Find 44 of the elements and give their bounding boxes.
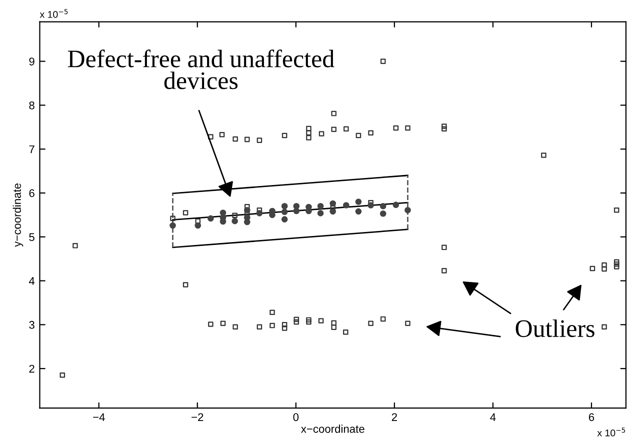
point bbox=[170, 222, 176, 229]
y-tick-label: 2 bbox=[29, 364, 34, 373]
y-tick-label: 3 bbox=[29, 320, 34, 329]
y-tick-label: 6 bbox=[29, 189, 34, 198]
y-tick-label: 7 bbox=[29, 145, 34, 154]
y-tick-label: 5 bbox=[29, 233, 34, 242]
point bbox=[404, 206, 411, 214]
x-axis-title: x−coordinate bbox=[301, 424, 364, 433]
point bbox=[281, 203, 288, 210]
point bbox=[232, 218, 238, 224]
point bbox=[256, 210, 263, 216]
x-tick-label: 4 bbox=[490, 413, 496, 421]
point bbox=[392, 202, 400, 208]
point bbox=[317, 210, 324, 216]
point bbox=[293, 208, 300, 214]
annotation: Defect-free and unaffected devices bbox=[68, 50, 334, 90]
point bbox=[343, 202, 350, 208]
point bbox=[330, 200, 336, 207]
x-tick-label: 0 bbox=[293, 413, 299, 422]
x-tick-label: −2 bbox=[192, 413, 204, 421]
x-tick-label: −4 bbox=[93, 413, 105, 421]
text: x 10$^{−5}$ bbox=[40, 9, 68, 18]
point bbox=[355, 208, 362, 215]
y-tick-label: 8 bbox=[29, 101, 34, 110]
text: x 10$^{−5}$ bbox=[597, 428, 626, 436]
x-tick-label: 2 bbox=[392, 413, 397, 421]
point bbox=[281, 208, 288, 216]
point bbox=[306, 208, 312, 214]
y-tick-label: 9 bbox=[29, 58, 34, 66]
point bbox=[244, 206, 250, 214]
x-tick-label: 6 bbox=[588, 413, 594, 422]
point bbox=[368, 202, 374, 208]
point bbox=[380, 203, 386, 210]
point bbox=[208, 215, 214, 222]
y-axis-title: y−coordinate bbox=[12, 183, 24, 247]
point bbox=[355, 198, 362, 205]
y-tick-label: 4 bbox=[28, 277, 35, 285]
point bbox=[281, 216, 288, 222]
annotation: Outliers bbox=[516, 319, 594, 338]
point bbox=[380, 210, 386, 217]
point bbox=[244, 218, 250, 226]
point bbox=[194, 222, 202, 229]
point bbox=[317, 203, 324, 210]
point bbox=[330, 208, 336, 215]
